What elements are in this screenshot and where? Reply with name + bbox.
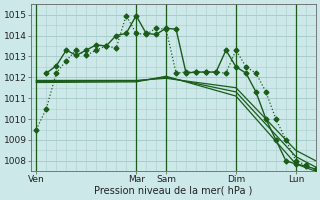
X-axis label: Pression niveau de la mer( hPa ): Pression niveau de la mer( hPa ) [94, 186, 253, 196]
